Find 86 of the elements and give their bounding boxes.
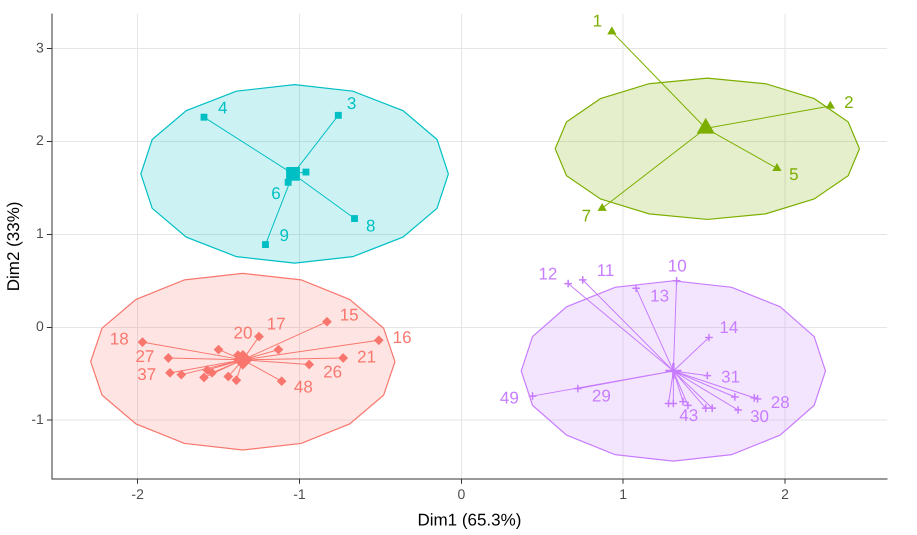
point — [750, 393, 759, 402]
annotation: 20 — [234, 324, 252, 343]
annotation: 49 — [500, 388, 519, 408]
point — [262, 241, 269, 248]
point — [698, 119, 714, 134]
point — [578, 275, 588, 284]
point — [351, 215, 358, 222]
x-tick-label: 2 — [781, 486, 790, 502]
annotation: 31 — [721, 367, 740, 386]
x-tick-label: 1 — [619, 486, 628, 502]
point — [668, 398, 678, 408]
point — [138, 338, 148, 347]
annotation: 18 — [110, 329, 129, 348]
y-tick-label: 3 — [36, 39, 44, 56]
point — [224, 372, 233, 382]
point — [334, 112, 342, 119]
y-tick-label: -1 — [31, 411, 44, 428]
annotation: 15 — [340, 306, 359, 325]
point — [176, 370, 186, 380]
point — [564, 279, 573, 288]
point — [702, 371, 712, 380]
point — [274, 345, 283, 354]
x-tick-label: -1 — [293, 486, 306, 502]
x-axis-title: Dim1 (65.3%) — [417, 510, 522, 530]
annotation: 4 — [218, 98, 228, 118]
annotation: 2 — [844, 93, 854, 112]
annotation: 12 — [538, 264, 558, 284]
y-axis-title: Dim2 (33%) — [4, 202, 23, 292]
point — [528, 392, 538, 401]
point — [284, 178, 292, 186]
annotation: 28 — [770, 393, 790, 412]
point — [322, 317, 332, 326]
point — [202, 365, 212, 375]
point — [701, 404, 710, 413]
x-tick-label: -2 — [131, 486, 144, 502]
y-tick-label: 0 — [36, 318, 44, 334]
point — [708, 404, 717, 413]
point — [374, 336, 384, 345]
annotation: 7 — [582, 206, 592, 226]
annotation: 17 — [266, 314, 286, 334]
annotation: 13 — [650, 286, 670, 306]
point — [199, 372, 209, 382]
annotation: 8 — [366, 216, 376, 236]
annotation: 1 — [592, 11, 602, 30]
point — [164, 353, 173, 362]
point — [730, 392, 740, 402]
point — [232, 376, 241, 385]
y-tick-label: 1 — [36, 225, 44, 242]
point — [214, 345, 224, 354]
point — [734, 405, 743, 415]
annotation: 14 — [719, 318, 738, 337]
point — [632, 284, 641, 293]
point — [304, 360, 314, 370]
annotation: 43 — [679, 406, 698, 426]
annotation: 21 — [357, 347, 376, 366]
annotation: 27 — [135, 347, 154, 366]
point — [286, 166, 300, 181]
annotation: 6 — [271, 184, 281, 203]
annotation: 29 — [592, 386, 611, 406]
x-tick-label: 0 — [457, 486, 466, 502]
annotation: 10 — [668, 256, 687, 276]
point — [208, 368, 217, 378]
point — [573, 384, 582, 394]
point — [338, 353, 348, 362]
annotation: 30 — [750, 406, 769, 426]
point — [826, 101, 834, 109]
annotation: 48 — [294, 378, 313, 397]
point — [672, 276, 682, 286]
point — [598, 204, 606, 211]
annotation: 9 — [279, 226, 289, 245]
point — [302, 168, 310, 176]
point — [200, 114, 208, 121]
point — [277, 376, 286, 386]
point — [664, 362, 683, 380]
annotation: 3 — [346, 94, 356, 113]
annotation: 11 — [596, 261, 614, 280]
annotation: 5 — [789, 164, 799, 184]
annotation: 16 — [392, 328, 412, 347]
point — [254, 332, 264, 342]
y-tick-label: 2 — [36, 132, 44, 148]
point — [608, 27, 616, 34]
point — [165, 368, 175, 378]
annotation: 26 — [323, 362, 342, 382]
point — [772, 164, 781, 171]
annotation: 37 — [137, 364, 156, 384]
point — [704, 332, 714, 342]
